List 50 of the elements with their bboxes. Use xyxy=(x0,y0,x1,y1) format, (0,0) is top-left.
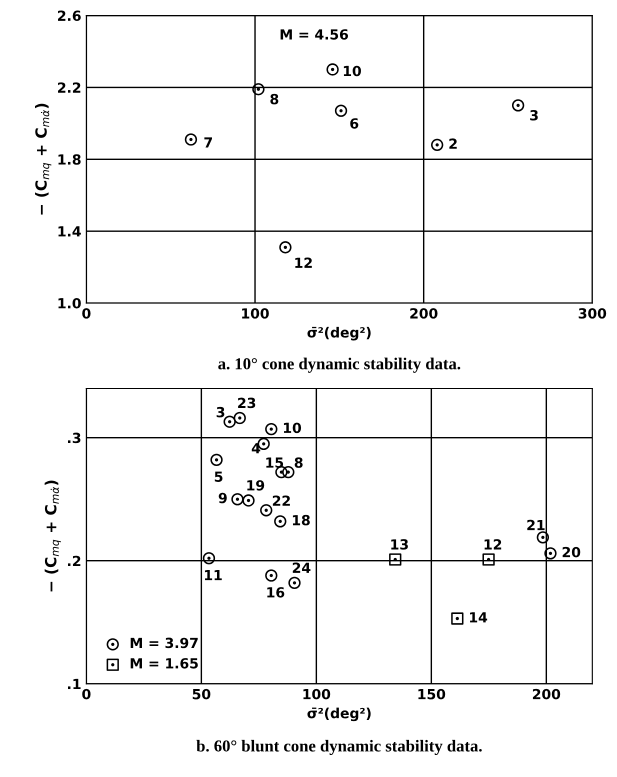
x-tick-label: 100 xyxy=(242,308,269,319)
text: b. 60° blunt cone dynamic stability data. xyxy=(196,740,482,756)
x-tick-label: 200 xyxy=(410,308,438,319)
y-tick-label: .2 xyxy=(68,556,80,566)
y-tick-label: 1.8 xyxy=(58,154,81,165)
x-tick-label: 100 xyxy=(303,688,330,700)
annotation: 12 xyxy=(484,539,502,550)
x-tick-label: 300 xyxy=(578,308,606,319)
x-axis-title: σ̄²(deg²) xyxy=(307,708,371,722)
x-tick-label: 0 xyxy=(82,688,91,700)
annotation: 16 xyxy=(267,587,284,598)
annotation: M = 4.56 xyxy=(280,29,348,40)
annotation: 8 xyxy=(294,457,303,468)
x-tick-label: 200 xyxy=(532,688,560,700)
annotation: 19 xyxy=(247,480,264,491)
y-axis-title: − (C$_{mq}$ + C$_{mα̇}$) xyxy=(44,480,61,592)
annotation: 13 xyxy=(391,539,408,550)
legend-label: M = 1.65 xyxy=(130,658,198,669)
x-axis-title: σ̄²(deg²) xyxy=(307,326,371,340)
annotation: 3 xyxy=(216,406,224,418)
annotation: 7 xyxy=(204,137,212,148)
y-tick-label: .1 xyxy=(68,678,81,690)
x-tick-label: 0 xyxy=(82,308,91,319)
y-tick-label: .3 xyxy=(68,432,80,444)
y-tick-label: 2.2 xyxy=(58,82,80,93)
annotation: 14 xyxy=(470,612,488,622)
x-tick-label: 50 xyxy=(192,688,210,700)
x-tick-label: 150 xyxy=(418,688,446,700)
y-tick-label: 2.6 xyxy=(58,10,81,22)
annotation: 9 xyxy=(218,492,227,504)
annotation: 12 xyxy=(295,258,312,268)
annotation: 2 xyxy=(449,138,457,149)
text: a. 10° cone dynamic stability data. xyxy=(218,358,460,373)
annotation: 23 xyxy=(238,398,256,408)
y-axis-title: − (C$_{mq}$ + C$_{mα̇}$) xyxy=(35,104,52,215)
annotation: 21 xyxy=(527,520,545,530)
annotation: 20 xyxy=(562,546,580,558)
annotation: 11 xyxy=(204,570,222,580)
y-tick-label: 1.4 xyxy=(58,226,81,236)
annotation: 10 xyxy=(344,66,361,76)
annotation: 6 xyxy=(350,118,358,129)
annotation: 10 xyxy=(284,422,302,434)
legend-label: M = 3.97 xyxy=(130,638,198,648)
annotation: 22 xyxy=(272,495,290,506)
annotation: 8 xyxy=(270,94,278,104)
annotation: 5 xyxy=(214,472,222,482)
annotation: 18 xyxy=(292,514,310,526)
annotation: 24 xyxy=(292,562,310,573)
annotation: 3 xyxy=(530,110,538,121)
y-tick-label: 1.0 xyxy=(58,298,81,309)
